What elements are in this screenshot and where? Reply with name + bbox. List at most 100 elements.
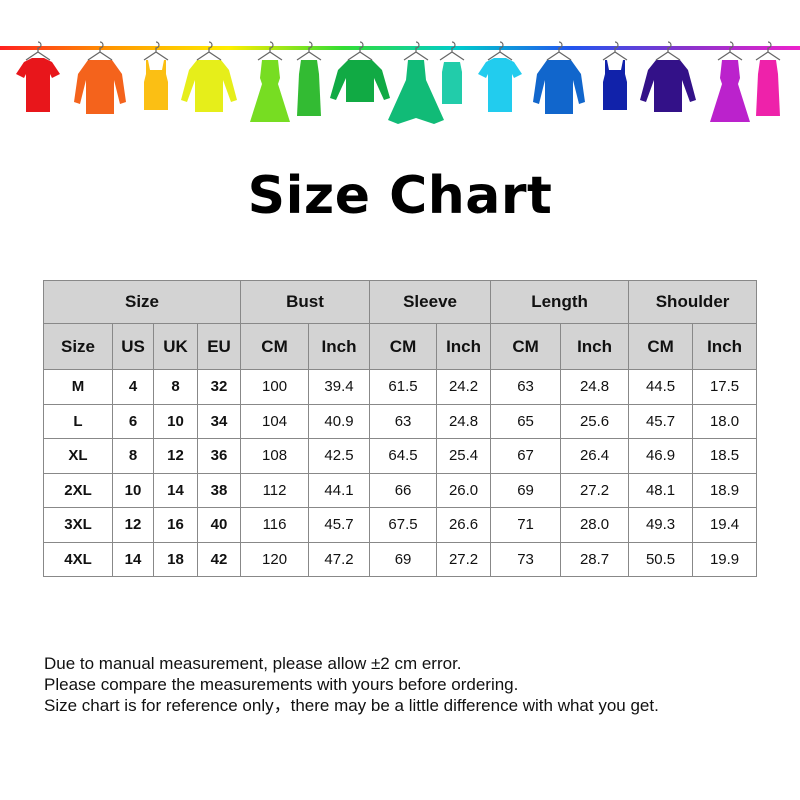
table-cell: 112 <box>240 472 310 508</box>
sweater-icon <box>181 41 237 112</box>
hanger-icon <box>347 41 373 61</box>
table-cell: 63 <box>369 403 438 439</box>
hanger-icon <box>439 41 465 61</box>
table-cell: 8 <box>153 369 198 405</box>
table-cell: 50.5 <box>628 541 694 577</box>
table-cell: 19.9 <box>692 541 758 577</box>
table-row: M 4 8 32 100 39.4 61.5 24.2 63 24.8 44.5 17.5 <box>43 369 758 405</box>
clothesline-banner <box>0 41 800 124</box>
table-cell: 16 <box>153 507 198 543</box>
table-cell: 61.5 <box>369 369 438 405</box>
gown-icon <box>388 41 444 124</box>
table-cell: 18 <box>153 541 198 577</box>
hanger-icon <box>257 41 283 61</box>
table-cell: 18.0 <box>692 403 758 439</box>
table-cell: 17.5 <box>692 369 758 405</box>
hanger-icon <box>296 41 322 61</box>
table-cell: 46.9 <box>628 438 694 474</box>
column-header: CM <box>490 323 562 370</box>
tshirt-icon <box>478 41 522 112</box>
note-line: Due to manual measurement, please allow … <box>44 654 462 673</box>
column-header: Inch <box>436 323 492 370</box>
table-cell: 108 <box>240 438 310 474</box>
hanger-icon <box>87 41 113 61</box>
hanger-icon <box>546 41 572 61</box>
column-header: Inch <box>692 323 758 370</box>
table-cell: 64.5 <box>369 438 438 474</box>
group-header-row: Size Bust Sleeve Length Shoulder <box>42 280 758 324</box>
table-cell: 48.1 <box>628 472 694 508</box>
page-title: Size Chart <box>247 166 553 226</box>
table-cell: 4 <box>112 369 154 405</box>
size-table: Size Bust Sleeve Length Shoulder Size US UK EU C… <box>42 280 758 577</box>
note-line: Size chart is for reference only，there m… <box>44 696 659 715</box>
table-cell: 34 <box>196 403 242 439</box>
column-header: UK <box>153 323 198 370</box>
table-cell: 42.5 <box>308 438 371 474</box>
table-cell: 26.4 <box>560 438 630 474</box>
table-cell: 63 <box>490 369 562 405</box>
table-cell: 14 <box>153 472 198 508</box>
column-header-row: Size US UK EU CM Inch CM Inch CM Inch CM Inch <box>43 323 758 370</box>
table-cell: 19.4 <box>692 507 758 543</box>
group-header: Size <box>42 280 242 324</box>
table-cell: 104 <box>240 403 310 439</box>
hanger-icon <box>755 41 781 61</box>
table-cell: 14 <box>112 541 154 577</box>
table-row: XL 8 12 36 108 42.5 64.5 25.4 67 26.4 46.9 18.5 <box>43 438 758 474</box>
table-cell: 32 <box>196 369 242 405</box>
tankdress-icon <box>296 41 322 116</box>
table-cell: 100 <box>240 369 310 405</box>
table-cell: 25.6 <box>560 403 630 439</box>
table-cell: 47.2 <box>308 541 371 577</box>
table-cell: 44.1 <box>308 472 371 508</box>
table-cell: 36 <box>196 438 242 474</box>
column-header: US <box>112 323 154 370</box>
group-header: Sleeve <box>369 280 492 324</box>
table-cell: 28.7 <box>560 541 630 577</box>
table-cell: 71 <box>490 507 562 543</box>
table-cell: 38 <box>196 472 242 508</box>
table-cell: 10 <box>153 403 198 439</box>
column-header: CM <box>240 323 310 370</box>
table-cell: 69 <box>490 472 562 508</box>
table-cell: 10 <box>112 472 154 508</box>
table-cell: 44.5 <box>628 369 694 405</box>
hanger-icon <box>143 41 169 61</box>
table-cell: 24.2 <box>436 369 492 405</box>
table-cell: 26.0 <box>436 472 492 508</box>
column-header: EU <box>196 323 242 370</box>
tank-icon <box>602 41 628 110</box>
table-cell: 24.8 <box>436 403 492 439</box>
table-cell: 49.3 <box>628 507 694 543</box>
dress-icon <box>250 41 290 122</box>
table-cell: 116 <box>240 507 310 543</box>
tshirt-icon <box>16 41 60 112</box>
group-header: Bust <box>240 280 371 324</box>
tankdress-icon <box>755 41 781 116</box>
hanger-icon <box>25 41 51 61</box>
table-cell: L <box>43 403 113 439</box>
table-cell: M <box>43 369 113 405</box>
table-cell: XL <box>43 438 113 474</box>
dress-icon <box>710 41 750 122</box>
table-cell: 8 <box>112 438 154 474</box>
table-cell: 42 <box>196 541 242 577</box>
table-cell: 18.9 <box>692 472 758 508</box>
longsleeve-icon <box>330 41 390 102</box>
sweater-icon <box>640 41 696 112</box>
group-header: Length <box>490 280 630 324</box>
table-cell: 39.4 <box>308 369 371 405</box>
group-header: Shoulder <box>628 280 758 324</box>
table-cell: 28.0 <box>560 507 630 543</box>
column-header: Inch <box>308 323 371 370</box>
clothesline <box>0 46 800 50</box>
table-cell: 6 <box>112 403 154 439</box>
column-header: CM <box>369 323 438 370</box>
table-row: 4XL 14 18 42 120 47.2 69 27.2 73 28.7 50.5 19.9 <box>43 541 758 577</box>
table-cell: 27.2 <box>436 541 492 577</box>
notes: Due to manual measurement, please allow … <box>44 653 659 716</box>
jacket-icon <box>533 41 585 114</box>
hanger-icon <box>602 41 628 61</box>
table-cell: 67.5 <box>369 507 438 543</box>
